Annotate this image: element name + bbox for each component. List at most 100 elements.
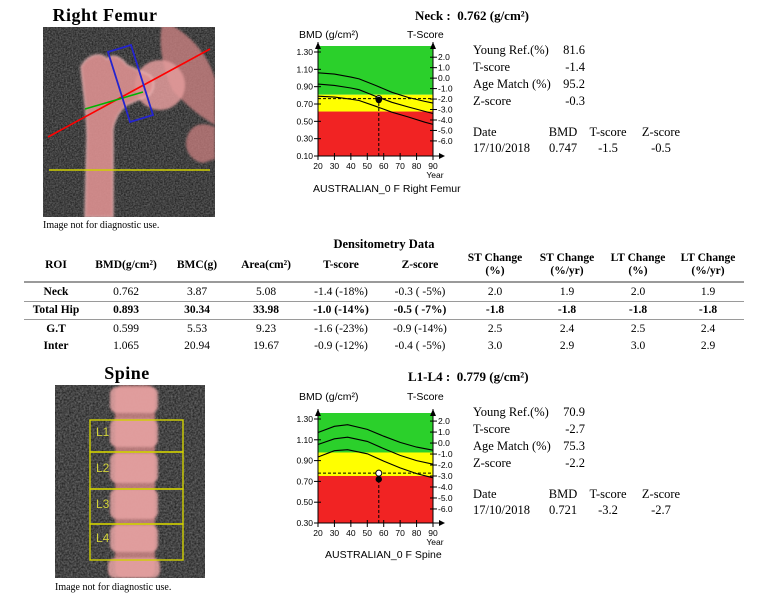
x-axis-label: Year (426, 537, 443, 547)
ischium-shape (185, 124, 215, 163)
right-tick-label: -4.0 (438, 482, 453, 492)
spine-measurement-title: L1-L4 : 0.779 (g/cm²) (408, 369, 529, 384)
x-tick-label: 20 (313, 528, 323, 538)
table-cell: 0.599 (113, 322, 139, 335)
table-cell: 2.4 (700, 322, 716, 335)
spine-section-title: Spine (104, 363, 150, 383)
x-tick-label: 30 (330, 161, 340, 171)
densitometry-table: ROI BMD(g/cm²) BMC(g) Area(cm²) T-score Z-sco… (24, 251, 744, 355)
t-score-value: -1.4 (565, 60, 585, 74)
spine-image-caption: Image not for diagnostic use. (55, 582, 172, 593)
zone-osteopenia (318, 452, 433, 476)
table-cell: Inter (43, 340, 69, 353)
spine-history: Date BMD T-score Z-score 17/10/2018 0.72… (473, 486, 689, 518)
left-tick-label: 0.10 (296, 151, 313, 161)
femur-shaft-axis-line (47, 48, 211, 138)
z-score-label: Z-score (473, 456, 512, 470)
table-header-cell: Z-score (380, 251, 460, 284)
table-header-cell: LT Change (%) (604, 251, 672, 284)
table-header-cell: T-score (302, 251, 380, 284)
right-tick-label: -4.0 (438, 115, 453, 125)
history-z-score-value: -2.7 (651, 503, 671, 517)
spine-chart-right-axis-title: T-Score (407, 391, 444, 403)
femur-chart-caption: AUSTRALIAN_0 F Right Femur (313, 183, 461, 195)
right-tick-label: 2.0 (438, 52, 450, 62)
history-t-score-value: -1.5 (598, 141, 618, 155)
femur-age-match-row: Age Match (%) 95.2 (473, 76, 585, 93)
age-match-value: 95.2 (563, 77, 585, 91)
table-header-cell: ST Change (%/yr) (530, 251, 604, 284)
t-score-label: T-score (473, 422, 511, 436)
femur-neck-roi-box (106, 43, 155, 124)
x-tick-label: 40 (346, 528, 356, 538)
table-row: Total Hip 0.893 30.34 33.98 -1.0 (-14%) -0.5 … (24, 301, 744, 321)
vertebra-shape (110, 453, 158, 483)
left-tick-label: 0.90 (296, 82, 313, 92)
spine-z-score-row: Z-score -2.2 (473, 455, 585, 472)
young-ref-label: Young Ref.(%) (473, 405, 549, 419)
table-cell: Total Hip (24, 301, 88, 321)
table-header-cell: ST Change (%) (460, 251, 530, 284)
table-cell: 30.34 (164, 301, 230, 321)
table-cell: -1.4 (-18%) (302, 282, 380, 302)
femur-xray-image (43, 27, 215, 217)
table-cell: 1.9 (530, 282, 604, 302)
dated-measurement-marker (375, 476, 382, 483)
x-tick-label: 90 (428, 528, 438, 538)
right-tick-label: 1.0 (438, 427, 450, 437)
right-tick-label: -1.0 (438, 84, 453, 94)
table-header-cell: LT Change (%/yr) (672, 251, 744, 284)
x-tick-label: 50 (363, 528, 373, 538)
femur-stats: Young Ref.(%) 81.6 T-score -1.4 Age Matc… (473, 42, 585, 110)
pelvis-shape (160, 27, 215, 125)
left-axis-arrow (315, 409, 321, 416)
right-tick-label: 2.0 (438, 416, 450, 426)
femur-bmd-chart: 1.30 1.10 0.90 0.70 0.50 0.30 0.10 2.01.00.0-1.… (296, 42, 453, 180)
x-tick-label: 60 (379, 161, 389, 171)
table-cell: 5.53 (186, 322, 208, 335)
reference-curve-middle (317, 436, 434, 465)
table-cell: -0.9 (-12%) (314, 340, 368, 353)
x-tick-label: 20 (313, 161, 323, 171)
history-bmd-header: BMD (548, 125, 578, 139)
table-cell: 9.23 (255, 322, 277, 335)
age-match-value: 75.3 (563, 439, 585, 453)
table-cell: -1.8 (530, 301, 604, 321)
x-tick-label: 70 (395, 161, 405, 171)
table-row: Inter 1.065 20.94 19.67 -0.9 (-12%) -0.4 ( -5… (24, 338, 744, 355)
table-cell: -0.3 ( -5%) (380, 282, 460, 302)
t-score-value: -2.7 (565, 422, 585, 436)
densitometry-table-title: Densitometry Data (333, 237, 435, 251)
femur-history-header: Date BMD T-score Z-score (473, 124, 689, 140)
table-cell: 1.9 (672, 282, 744, 302)
table-cell: -1.8 (604, 301, 672, 321)
femur-cortical-edge (79, 53, 155, 217)
table-cell: -1.8 (672, 301, 744, 321)
history-bmd-value: 0.721 (548, 503, 578, 517)
table-cell: G.T (46, 322, 66, 335)
spine-age-match-row: Age Match (%) 75.3 (473, 438, 585, 455)
left-tick-label: 0.70 (296, 99, 313, 109)
table-cell: -0.4 ( -5%) (394, 340, 446, 353)
right-tick-label: -6.0 (438, 136, 453, 146)
femur-young-ref-row: Young Ref.(%) 81.6 (473, 42, 585, 59)
spine-bmd-chart: 1.30 1.10 0.90 0.70 0.50 0.30 2.01.00.0-1.0-2.… (296, 409, 453, 547)
zone-osteoporosis (318, 111, 433, 156)
table-cell: 19.67 (253, 340, 279, 353)
reference-curve-lower (317, 95, 434, 125)
reference-curve-upper (317, 72, 434, 104)
left-tick-label: 1.30 (296, 47, 313, 57)
x-tick-label: 40 (346, 161, 356, 171)
zone-normal (318, 46, 433, 95)
right-tick-label: -3.0 (438, 105, 453, 115)
table-cell: 3.0 (630, 340, 646, 353)
t-score-label: T-score (473, 60, 511, 74)
right-tick-label: -5.0 (438, 125, 453, 135)
l4-roi-box (89, 523, 184, 561)
femur-t-score-row: T-score -1.4 (473, 59, 585, 76)
x-tick-label: 80 (412, 161, 422, 171)
x-axis-label: Year (426, 170, 443, 180)
femur-z-score-row: Z-score -0.3 (473, 93, 585, 110)
table-cell: Neck (24, 282, 88, 302)
l1-roi-label: L1 (96, 425, 110, 439)
